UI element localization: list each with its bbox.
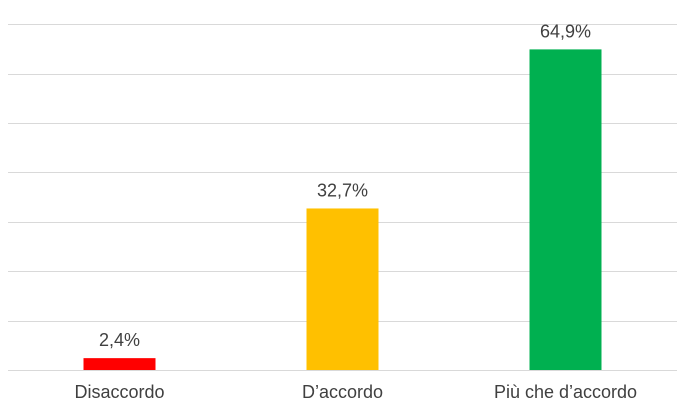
bars	[83, 49, 602, 370]
category-label: Disaccordo	[74, 382, 164, 402]
data-label: 32,7%	[317, 180, 368, 200]
category-label: Più che d’accordo	[494, 382, 637, 402]
category-label: D’accordo	[302, 382, 383, 402]
bar	[83, 358, 156, 370]
data-label: 64,9%	[540, 21, 591, 41]
category-labels: Disaccordo D’accordo Più che d’accordo	[74, 382, 637, 402]
data-label: 2,4%	[99, 330, 140, 350]
data-labels: 2,4% 32,7% 64,9%	[99, 21, 591, 350]
bar	[306, 208, 379, 370]
bar	[529, 49, 602, 370]
